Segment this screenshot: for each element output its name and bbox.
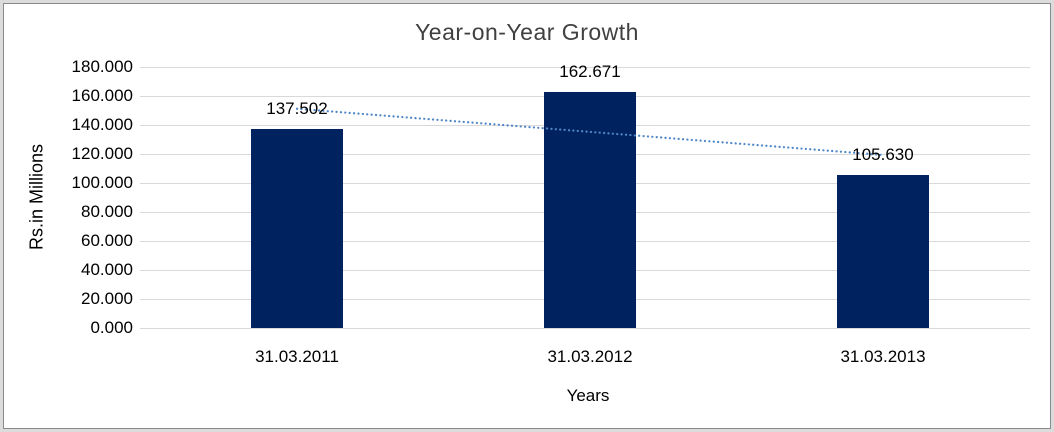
- y-tick-label: 0.000: [90, 318, 133, 337]
- y-tick-label: 100.000: [71, 173, 133, 192]
- bar-value-label: 162.671: [559, 62, 621, 82]
- bar[interactable]: [251, 128, 343, 328]
- chart-canvas: Year-on-Year Growth Years Rs.in Millions…: [3, 3, 1051, 429]
- y-tick-label: 120.000: [71, 144, 133, 163]
- x-tick-label: 31.03.2011: [255, 347, 339, 366]
- y-tick-label: 80.000: [81, 202, 133, 221]
- x-axis-title: Years: [566, 386, 610, 405]
- x-tick-label: 31.03.2012: [547, 347, 633, 366]
- y-tick-label: 160.000: [71, 86, 133, 105]
- y-tick-label: 40.000: [81, 260, 133, 279]
- bar-value-label: 105.630: [852, 144, 914, 164]
- y-tick-label: 60.000: [81, 231, 133, 250]
- trendline-path[interactable]: [295, 107, 885, 157]
- bar-value-label: 137.502: [266, 98, 328, 118]
- gridline: [140, 67, 1030, 68]
- gridline: [140, 328, 1030, 329]
- y-tick-label: 20.000: [81, 289, 133, 308]
- y-tick-label: 140.000: [71, 115, 133, 134]
- bar[interactable]: [837, 174, 929, 328]
- x-tick-label: 31.03.2013: [840, 347, 926, 366]
- y-tick-label: 180.000: [71, 57, 133, 76]
- chart-title: Year-on-Year Growth: [415, 19, 639, 45]
- trendline[interactable]: [4, 4, 1050, 428]
- plot-area: Year-on-Year Growth Years Rs.in Millions…: [4, 4, 1050, 428]
